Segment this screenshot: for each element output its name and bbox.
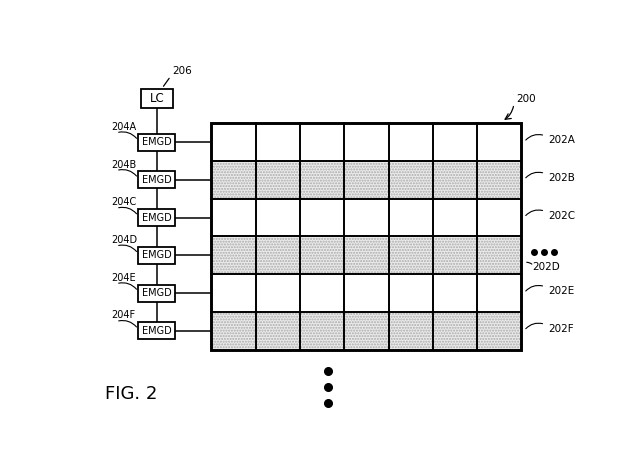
Text: 204B: 204B [111, 160, 136, 169]
Text: 202E: 202E [548, 286, 575, 296]
Bar [141, 88, 173, 108]
Text: 200: 200 [516, 94, 536, 104]
Bar [211, 161, 522, 199]
Bar [211, 161, 522, 199]
Text: FIG. 2: FIG. 2 [105, 385, 157, 403]
Text: 202C: 202C [548, 211, 576, 221]
Text: 202A: 202A [548, 135, 575, 145]
Bar [211, 123, 522, 350]
Bar [211, 312, 522, 350]
Bar [211, 237, 522, 274]
Bar [138, 285, 175, 301]
Text: 204E: 204E [111, 273, 136, 283]
Text: EMGD: EMGD [142, 213, 172, 223]
Bar [138, 247, 175, 264]
Text: 204D: 204D [111, 235, 137, 245]
Bar [138, 209, 175, 226]
Text: 202F: 202F [548, 324, 574, 334]
Text: EMGD: EMGD [142, 137, 172, 147]
Text: 206: 206 [172, 66, 191, 76]
Text: EMGD: EMGD [142, 250, 172, 260]
Text: 202D: 202D [532, 263, 560, 273]
Text: EMGD: EMGD [142, 326, 172, 336]
Text: 204A: 204A [111, 122, 136, 132]
Text: LC: LC [150, 92, 164, 105]
Text: EMGD: EMGD [142, 288, 172, 298]
Text: 204C: 204C [111, 197, 136, 207]
Bar [211, 237, 522, 274]
Bar [138, 322, 175, 339]
Bar [138, 134, 175, 151]
Text: 202B: 202B [548, 173, 575, 183]
Bar [211, 312, 522, 350]
Text: 204F: 204F [111, 311, 135, 320]
Bar [138, 171, 175, 188]
Text: EMGD: EMGD [142, 175, 172, 185]
